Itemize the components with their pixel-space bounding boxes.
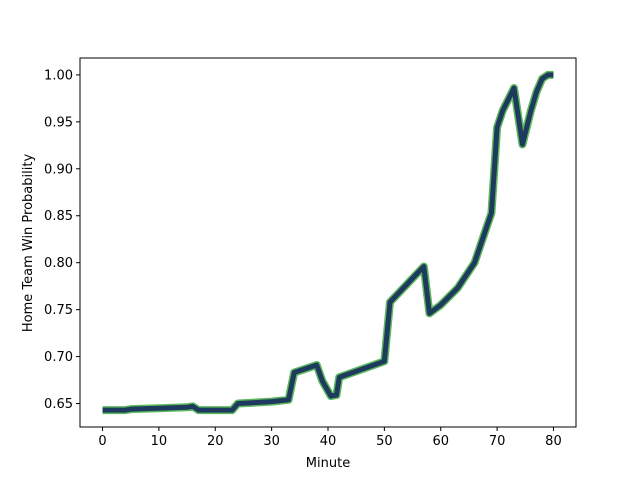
y-tick-label: 0.80: [44, 256, 73, 271]
x-tick-label: 50: [376, 434, 393, 449]
x-tick-label: 40: [320, 434, 337, 449]
y-tick-label: 0.70: [44, 350, 73, 365]
y-tick-label: 0.95: [44, 115, 73, 130]
y-axis-label: Home Team Win Probability: [21, 154, 36, 333]
y-tick-label: 0.85: [44, 209, 73, 224]
y-tick-label: 0.75: [44, 303, 73, 318]
y-tick-label: 0.90: [44, 162, 73, 177]
plot-layer: [102, 70, 554, 415]
x-tick-label: 0: [98, 434, 106, 449]
y-tick-label: 0.65: [44, 397, 73, 412]
x-tick-label: 30: [263, 434, 280, 449]
x-tick-label: 20: [207, 434, 224, 449]
y-axis-ticks: 0.65 0.70 0.75 0.80 0.85 0.90 0.95 1.00: [44, 68, 80, 412]
x-axis-label: Minute: [306, 456, 350, 471]
x-tick-label: 10: [151, 434, 168, 449]
x-tick-label: 70: [489, 434, 506, 449]
x-tick-label: 80: [545, 434, 562, 449]
series-line: [102, 72, 554, 413]
x-axis-ticks: 0 10 20 30 40 50 60 70 80: [98, 427, 562, 449]
x-tick-label: 60: [432, 434, 449, 449]
y-tick-label: 1.00: [44, 68, 73, 83]
